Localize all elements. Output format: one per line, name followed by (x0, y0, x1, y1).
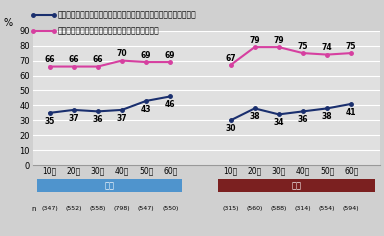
Text: (347): (347) (41, 206, 58, 211)
Text: 38: 38 (249, 112, 260, 121)
Text: 74: 74 (322, 43, 333, 52)
Text: (552): (552) (65, 206, 82, 211)
Text: (315): (315) (222, 206, 239, 211)
Text: 66: 66 (93, 55, 103, 64)
Text: 37: 37 (117, 114, 127, 123)
Text: 女性: 女性 (292, 181, 302, 190)
Text: (558): (558) (89, 206, 106, 211)
Text: 35: 35 (44, 117, 55, 126)
Text: 30: 30 (225, 124, 236, 133)
Text: 41: 41 (346, 108, 356, 117)
Text: 毎日毎日を楽しく、健康で平凡な暮らしがしたい: 毎日毎日を楽しく、健康で平凡な暮らしがしたい (58, 26, 159, 35)
Text: 地位や財産にこだわらず、自分の趣味や好みにあった生活をしたい: 地位や財産にこだわらず、自分の趣味や好みにあった生活をしたい (58, 11, 196, 20)
Text: 37: 37 (68, 114, 79, 123)
Text: 66: 66 (44, 55, 55, 64)
Text: 66: 66 (68, 55, 79, 64)
Text: 46: 46 (165, 100, 175, 109)
Text: 69: 69 (141, 51, 151, 60)
Text: 79: 79 (273, 36, 284, 45)
Text: n: n (31, 206, 36, 212)
Text: 70: 70 (117, 49, 127, 58)
Text: (554): (554) (319, 206, 335, 211)
Text: 43: 43 (141, 105, 151, 114)
Text: 38: 38 (322, 112, 333, 121)
Text: (594): (594) (343, 206, 359, 211)
Text: (550): (550) (162, 206, 179, 211)
Text: (314): (314) (295, 206, 311, 211)
Text: 36: 36 (298, 115, 308, 124)
Text: 36: 36 (93, 115, 103, 124)
Text: 79: 79 (249, 36, 260, 45)
Text: (560): (560) (247, 206, 263, 211)
Text: %: % (3, 18, 12, 28)
Text: (588): (588) (271, 206, 287, 211)
Text: 67: 67 (225, 54, 236, 63)
Text: 69: 69 (165, 51, 175, 60)
Text: 34: 34 (273, 118, 284, 127)
Text: (547): (547) (138, 206, 154, 211)
Text: 75: 75 (298, 42, 308, 51)
Text: 男性: 男性 (105, 181, 115, 190)
Text: (798): (798) (114, 206, 130, 211)
Text: 75: 75 (346, 42, 356, 51)
